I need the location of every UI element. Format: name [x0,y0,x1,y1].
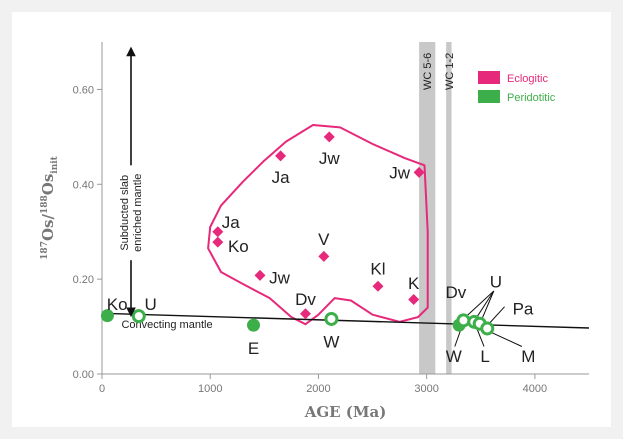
peridotitic-point [480,321,495,336]
y-axis-title: 187Os/188Osinit [39,155,60,259]
chart-panel: WC 5-6 WC 1-2 0.00 0.20 0.40 0.60 0 1000 2000 30… [12,12,611,427]
point-label: Jw [269,269,291,288]
axes: 0.00 0.20 0.40 0.60 0 1000 2000 3000 4000 [73,42,589,395]
point-label: Ja [222,213,241,232]
y-tick-label: 0.40 [73,179,94,191]
point-label: M [521,347,535,366]
eclogitic-point [413,166,425,178]
eclogitic-point [254,269,266,281]
point-label: Ko [107,295,128,314]
point-label: Pa [513,300,534,319]
eclogitic-point [212,226,224,238]
point-label: E [248,339,259,358]
y-tick-label: 0.00 [73,369,94,381]
eclogitic-point [299,308,311,320]
x-tick-label: 2000 [306,383,330,395]
x-tick-label: 1000 [198,383,222,395]
point-label: V [318,230,330,249]
eclogitic-point [372,280,384,292]
point-label: W [446,347,462,366]
peridotitic-point [324,311,339,326]
point-label: K [408,274,420,293]
legend: Eclogitic Peridotitic [478,71,556,104]
y-axis-title-part: 187 [40,241,50,260]
x-tick-label: 4000 [523,383,547,395]
envelope-layer [207,124,429,326]
y-tick-label: 0.60 [73,84,94,96]
point-label: U [490,273,502,292]
x-axis-title: AGE (Ma) [304,403,387,421]
x-tick-label: 0 [99,383,105,395]
axis-titles: AGE (Ma) 187Os/188Osinit [39,155,386,421]
pointer-line [488,330,523,347]
legend-label-peridotitic: Peridotitic [507,92,556,104]
band-label-2: WC 1-2 [444,53,456,90]
chart-svg: WC 5-6 WC 1-2 0.00 0.20 0.40 0.60 0 1000 2000 30… [39,42,590,421]
eclogitic-point [323,131,335,143]
eclogitic-point [408,294,420,306]
pointer-line [464,290,495,319]
y-axis-title-part: Os [39,174,57,196]
arrow-label-line-2: enriched mantle [132,174,144,252]
point-label: U [145,295,157,314]
band-label-1: WC 5-6 [422,53,434,90]
convecting-mantle-label: Convecting mantle [121,319,212,331]
annotation-arrow: Subducted slab enriched mantle [106,46,156,318]
legend-swatch-peridotitic [478,90,500,103]
reference-line-layer: Convecting mantle [101,312,590,331]
eclogitic-point [318,250,330,262]
legend-swatch-eclogitic [478,71,500,84]
point-label: Kl [370,260,385,279]
pointer-line [480,290,495,323]
y-tick-label: 0.20 [73,274,94,286]
peridotitic-point [247,318,261,332]
arrow-label-line-1: Subducted slab [119,175,131,251]
data-points [100,131,495,336]
eclogitic-point [212,236,224,248]
point-label: W [323,333,339,352]
arrow-label-bg [106,165,156,261]
point-label: Jw [389,163,411,182]
eclogitic-envelope [207,124,429,326]
band-2 [446,42,452,374]
peridotitic-point [456,313,471,328]
point-label: Ko [228,237,249,256]
point-label: Ja [272,168,291,187]
pointer-line [474,290,495,320]
point-label: Dv [295,290,316,309]
y-axis-title-part: Os/ [39,214,57,242]
point-label: Jw [319,149,341,168]
y-axis-title-part: 188 [40,195,50,214]
point-label: Dv [445,283,466,302]
point-label: L [480,347,489,366]
peridotitic-point [131,309,146,324]
y-axis-title-part: init [50,155,60,173]
eclogitic-point [275,150,287,162]
x-tick-label: 3000 [414,383,438,395]
peridotitic-point [100,309,114,323]
legend-label-eclogitic: Eclogitic [507,73,548,85]
convecting-mantle-line [101,312,590,329]
